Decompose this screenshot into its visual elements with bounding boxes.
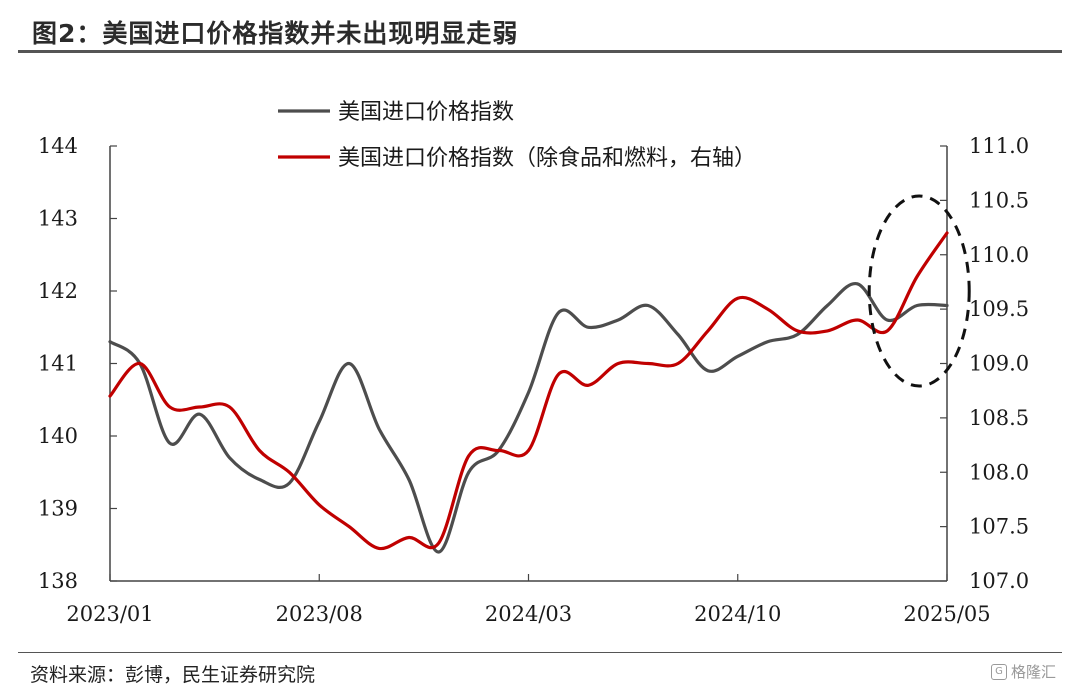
- y-right-tick-label: 111.0: [969, 134, 1029, 158]
- series-line-import-price-ex-food-fuel: [108, 231, 949, 551]
- highlight-dashed-ellipse: [867, 194, 971, 388]
- y-right-tick-label: 110.5: [969, 188, 1029, 212]
- chart-header: 图2：美国进口价格指数并未出现明显走弱: [18, 8, 1062, 53]
- y-right-tick-label: 109.0: [969, 352, 1029, 376]
- watermark-text: 格隆汇: [1010, 663, 1056, 681]
- chart-title: 图2：美国进口价格指数并未出现明显走弱: [32, 19, 519, 48]
- y-right-tick-label: 108.5: [969, 406, 1029, 430]
- legend-label: 美国进口价格指数: [338, 100, 514, 125]
- y-left-tick-label: 139: [38, 497, 78, 521]
- x-tick-label: 2024/03: [485, 602, 572, 626]
- y-left-tick-label: 144: [38, 134, 78, 158]
- watermark-logo-icon: G: [990, 663, 1007, 680]
- y-right-tick-label: 109.5: [969, 297, 1029, 321]
- x-tick-label: 2025/05: [903, 602, 990, 626]
- series-line-import-price-index: [108, 282, 949, 554]
- y-right-tick-label: 108.0: [969, 460, 1029, 484]
- x-tick-label: 2023/01: [66, 602, 153, 626]
- y-right-tick-label: 110.0: [969, 243, 1029, 267]
- source-note: 资料来源：彭博，民生证券研究院: [30, 664, 316, 686]
- legend-label: 美国进口价格指数（除食品和燃料，右轴）: [338, 146, 756, 171]
- y-left-tick-label: 141: [38, 352, 78, 376]
- y-right-tick-label: 107.0: [969, 569, 1029, 593]
- y-left-tick-label: 142: [38, 279, 78, 303]
- watermark: G 格隆汇: [990, 661, 1056, 682]
- chart-footer: 资料来源：彭博，民生证券研究院 G 格隆汇: [18, 652, 1062, 692]
- y-right-tick-label: 107.5: [969, 515, 1029, 539]
- y-left-tick-label: 138: [38, 569, 78, 593]
- x-tick-label: 2023/08: [276, 602, 363, 626]
- x-tick-label: 2024/10: [694, 602, 781, 626]
- y-left-tick-label: 143: [38, 207, 78, 231]
- y-left-tick-label: 140: [38, 424, 78, 448]
